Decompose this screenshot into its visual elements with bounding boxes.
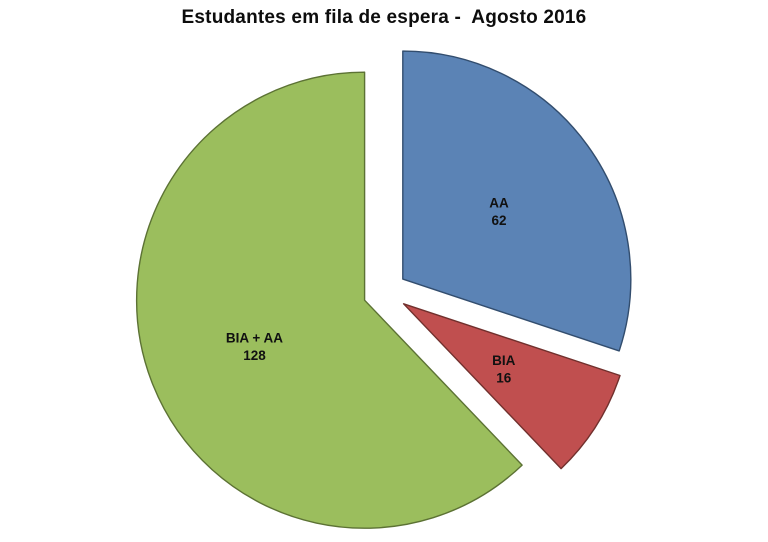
pie-slice-aa: [402, 50, 632, 352]
slice-label-bia: BIA 16: [492, 353, 516, 386]
pie-slice-bia: [402, 303, 621, 470]
slice-label-aa: AA 62: [489, 196, 509, 229]
slice-label-bia-+-aa: BIA + AA 128: [226, 330, 283, 363]
pie-slice-bia-+-aa: [136, 71, 523, 529]
chart-title: Estudantes em fila de espera - Agosto 20…: [181, 7, 587, 28]
